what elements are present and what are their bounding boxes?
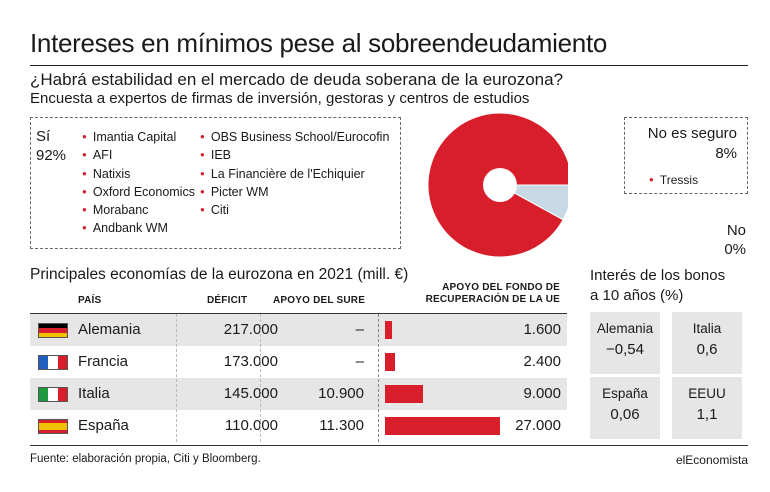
table-header-divider <box>30 313 567 314</box>
no-answer-block: No 0% <box>724 221 746 259</box>
yes-answer-box <box>30 117 401 249</box>
header-sure: APOYO DEL SURE <box>273 295 366 306</box>
survey-pie-chart <box>427 112 568 258</box>
spain-flag-icon <box>38 419 68 434</box>
fund-cell: 2.400 <box>523 353 561 370</box>
list-item: Morabanc <box>82 201 195 219</box>
list-item: Natixis <box>82 165 195 183</box>
bond-country: EEUU <box>688 386 726 401</box>
bond-country: Italia <box>692 321 722 336</box>
list-item: Citi <box>200 201 389 219</box>
france-flag-icon <box>38 355 68 370</box>
list-item: Picter WM <box>200 183 389 201</box>
sure-cell: 10.900 <box>318 385 364 402</box>
bond-spain: España 0,06 <box>590 377 660 439</box>
list-item: Oxford Economics <box>82 183 195 201</box>
deficit-column-divider <box>176 314 177 442</box>
sure-cell: – <box>355 321 364 338</box>
brand-name: elEconomista <box>675 453 748 467</box>
deficit-cell: 145.000 <box>223 385 278 402</box>
country-cell: España <box>78 417 129 434</box>
sure-column-divider <box>260 314 261 442</box>
yes-label-block: Sí 92% <box>36 127 66 165</box>
fund-bar <box>385 353 396 371</box>
sure-cell: 11.300 <box>319 417 364 434</box>
sure-cell: – <box>355 353 364 370</box>
bond-germany: Alemania −0,54 <box>590 312 660 374</box>
header-fund-line1: APOYO DEL FONDO DE <box>442 282 560 293</box>
country-cell: Alemania <box>78 321 141 338</box>
list-item: OBS Business School/Eurocofin <box>200 128 390 146</box>
title-divider <box>30 65 748 66</box>
bond-usa: EEUU 1,1 <box>672 377 742 439</box>
bonds-title-line1: Interés de los bonos <box>590 267 726 284</box>
bond-value: 1,1 <box>696 406 718 423</box>
yes-firms-list-2: OBS Business School/Eurocofin IEB La Fin… <box>200 128 390 219</box>
fund-bar <box>385 385 424 403</box>
table-title: Principales economías de la eurozona en … <box>30 266 409 283</box>
table-row: Francia 173.000 – 2.400 <box>30 346 567 378</box>
fund-bar <box>385 321 392 339</box>
bonds-title: Interés de los bonos a 10 años (%) <box>590 266 725 306</box>
list-item: Tressis <box>649 171 698 189</box>
page-title: Intereses en mínimos pese al sobreendeud… <box>30 28 608 58</box>
list-item: Andbank WM <box>82 219 195 237</box>
deficit-cell: 217.000 <box>223 321 278 338</box>
survey-question: ¿Habrá estabilidad en el mercado de deud… <box>30 70 564 89</box>
footer-divider <box>30 445 748 446</box>
unsure-answer-box: No es seguro 8% Tressis <box>624 117 748 194</box>
country-cell: Italia <box>78 385 110 402</box>
list-item: AFI <box>82 146 195 164</box>
survey-description: Encuesta a expertos de firmas de inversi… <box>30 90 530 107</box>
header-country: PAÍS <box>78 295 102 306</box>
fund-bar <box>385 417 500 435</box>
header-deficit: DÉFICIT <box>207 295 248 306</box>
pie-center-hole <box>483 168 517 202</box>
list-item: IEB <box>200 146 389 164</box>
fund-cell: 1.600 <box>523 321 561 338</box>
germany-flag-icon <box>38 323 68 338</box>
deficit-cell: 173.000 <box>223 353 278 370</box>
source-note: Fuente: elaboración propia, Citi y Bloom… <box>30 453 261 465</box>
fund-column-divider <box>378 314 379 442</box>
list-item: La Financière de l'Echiquier <box>200 165 389 183</box>
bonds-title-line2: a 10 años (%) <box>590 287 684 304</box>
header-fund: APOYO DEL FONDO DE RECUPERACIÓN DE LA UE <box>426 282 560 306</box>
table-row: España 110.000 11.300 27.000 <box>30 410 567 442</box>
italy-flag-icon <box>38 387 68 402</box>
fund-cell: 9.000 <box>523 385 561 402</box>
unsure-label: No es seguro <box>647 125 737 142</box>
bond-value: 0,6 <box>696 341 718 358</box>
yes-label: Sí <box>36 128 51 145</box>
bond-value: −0,54 <box>606 341 644 358</box>
country-cell: Francia <box>78 353 129 370</box>
no-label: No <box>726 222 746 239</box>
yes-firms-list-1: Imantia Capital AFI Natixis Oxford Econo… <box>82 128 195 238</box>
bond-italy: Italia 0,6 <box>672 312 742 374</box>
pie-slice-1 <box>499 184 568 221</box>
list-item: Imantia Capital <box>82 128 195 146</box>
table-row: Alemania 217.000 – 1.600 <box>30 314 567 346</box>
bond-value: 0,06 <box>610 406 640 423</box>
header-fund-line2: RECUPERACIÓN DE LA UE <box>425 294 560 305</box>
bond-country: Alemania <box>596 321 654 336</box>
no-percent: 0% <box>724 241 746 258</box>
unsure-percent: 8% <box>715 145 737 162</box>
bond-country: España <box>602 386 648 401</box>
yes-percent: 92% <box>36 147 67 164</box>
deficit-cell: 110.000 <box>224 417 278 434</box>
unsure-firms-list: Tressis <box>649 171 698 189</box>
fund-cell: 27.000 <box>515 417 561 434</box>
table-row: Italia 145.000 10.900 9.000 <box>30 378 567 410</box>
